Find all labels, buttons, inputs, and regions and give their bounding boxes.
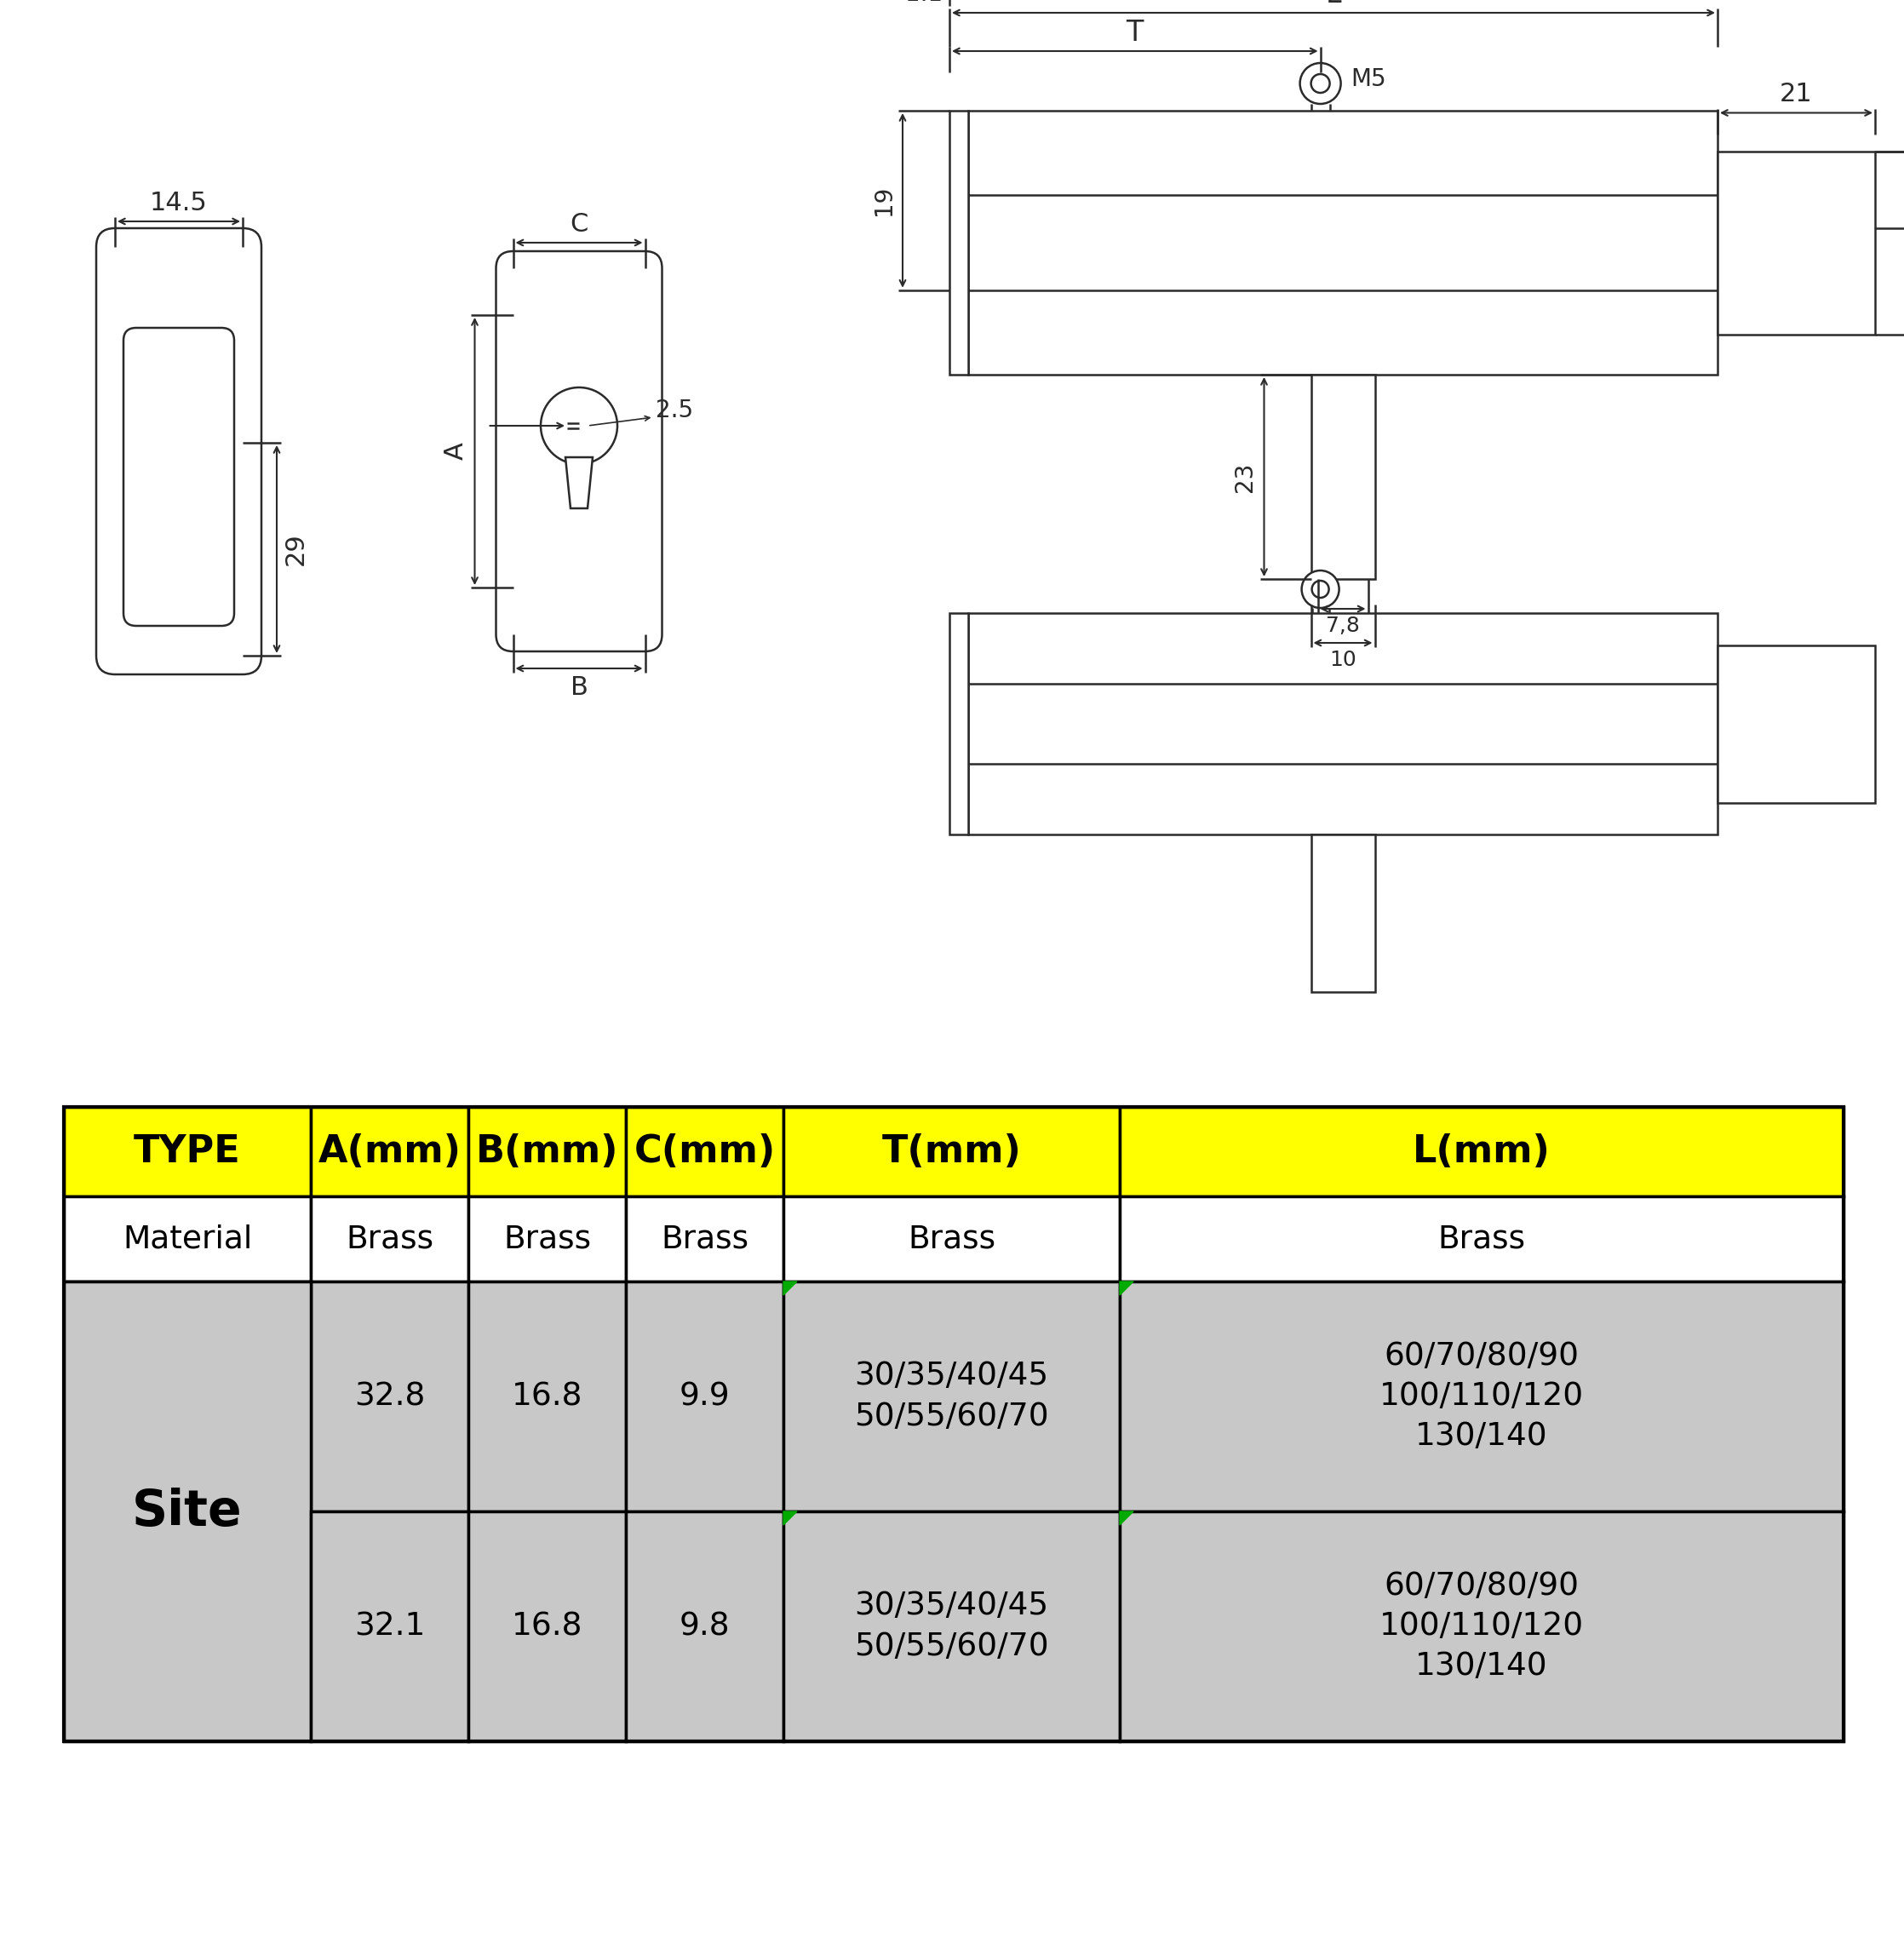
Text: 30/35/40/45
50/55/60/70: 30/35/40/45 50/55/60/70	[855, 1591, 1049, 1661]
Circle shape	[541, 388, 617, 463]
Text: M5: M5	[1352, 68, 1386, 91]
Bar	[1120, 1281, 1843, 1512]
Bar	[626, 1196, 783, 1281]
Circle shape	[1300, 64, 1340, 105]
Text: TYPE: TYPE	[133, 1134, 242, 1171]
Circle shape	[1302, 570, 1339, 609]
Text: 32.1: 32.1	[354, 1610, 425, 1641]
FancyBboxPatch shape	[497, 252, 663, 651]
Bar	[1120, 1107, 1843, 1196]
Text: 16.8: 16.8	[512, 1382, 583, 1411]
Text: Brass: Brass	[503, 1223, 590, 1254]
Text: 9.8: 9.8	[680, 1610, 729, 1641]
Bar	[310, 1107, 468, 1196]
Bar	[468, 1281, 626, 1512]
Bar	[65, 1107, 1843, 1742]
Text: Brass: Brass	[347, 1223, 434, 1254]
Text: 32.8: 32.8	[354, 1382, 425, 1411]
FancyBboxPatch shape	[124, 328, 234, 626]
Text: B(mm): B(mm)	[476, 1134, 619, 1171]
Circle shape	[1312, 581, 1329, 597]
Bar	[626, 1107, 783, 1196]
Text: 23: 23	[1234, 461, 1257, 492]
Bar	[468, 1512, 626, 1742]
Bar	[310, 1281, 468, 1512]
Bar	[310, 1196, 468, 1281]
Text: Site: Site	[131, 1486, 242, 1535]
Text: Brass: Brass	[908, 1223, 996, 1254]
Bar	[1120, 1196, 1843, 1281]
Polygon shape	[565, 457, 592, 508]
Bar	[783, 1196, 1120, 1281]
Bar	[783, 1107, 1120, 1196]
Text: 60/70/80/90
100/110/120
130/140: 60/70/80/90 100/110/120 130/140	[1378, 1572, 1584, 1682]
Bar	[1717, 645, 1875, 802]
Polygon shape	[1120, 1512, 1133, 1525]
Bar	[310, 1512, 468, 1742]
Bar	[1120, 1512, 1843, 1742]
Text: 30/35/40/45
50/55/60/70: 30/35/40/45 50/55/60/70	[855, 1360, 1049, 1432]
Bar	[626, 1512, 783, 1742]
Bar	[65, 1196, 310, 1281]
Text: Brass: Brass	[661, 1223, 748, 1254]
Polygon shape	[783, 1281, 798, 1295]
Text: 2.5: 2.5	[655, 399, 693, 422]
Text: T(mm): T(mm)	[882, 1134, 1021, 1171]
Text: 29: 29	[284, 533, 308, 566]
Circle shape	[1312, 74, 1329, 93]
Text: 14.5: 14.5	[150, 190, 208, 215]
Text: Material: Material	[122, 1223, 251, 1254]
Text: B: B	[569, 674, 588, 700]
Text: Brass: Brass	[1438, 1223, 1525, 1254]
Bar	[950, 612, 967, 835]
Text: T: T	[1127, 17, 1144, 47]
Bar	[468, 1107, 626, 1196]
Text: 60/70/80/90
100/110/120
130/140: 60/70/80/90 100/110/120 130/140	[1378, 1341, 1584, 1452]
Text: L: L	[1325, 0, 1340, 8]
Bar	[967, 612, 1717, 835]
Bar	[626, 1281, 783, 1512]
Text: 16.8: 16.8	[512, 1610, 583, 1641]
Polygon shape	[1120, 1281, 1133, 1295]
Bar	[783, 1281, 1120, 1512]
Bar	[783, 1512, 1120, 1742]
Text: L(mm): L(mm)	[1413, 1134, 1550, 1171]
Bar	[950, 110, 967, 374]
FancyBboxPatch shape	[97, 229, 261, 674]
Text: 19: 19	[872, 186, 895, 215]
Polygon shape	[783, 1512, 798, 1525]
Bar	[65, 1281, 310, 1512]
Text: 21: 21	[1780, 81, 1813, 107]
Bar	[1717, 151, 1875, 333]
Bar	[65, 1281, 310, 1742]
Text: A: A	[444, 442, 468, 459]
Text: 1.1: 1.1	[904, 0, 942, 6]
Text: 9.9: 9.9	[680, 1382, 729, 1411]
Text: C(mm): C(mm)	[634, 1134, 775, 1171]
Text: 7,8: 7,8	[1325, 616, 1359, 636]
Text: 10: 10	[1329, 649, 1356, 671]
Bar	[1312, 374, 1375, 579]
Text: A(mm): A(mm)	[318, 1134, 461, 1171]
Bar	[1312, 835, 1375, 992]
Bar	[65, 1107, 310, 1196]
Bar	[468, 1196, 626, 1281]
Text: C: C	[569, 211, 588, 236]
Bar	[967, 110, 1717, 374]
